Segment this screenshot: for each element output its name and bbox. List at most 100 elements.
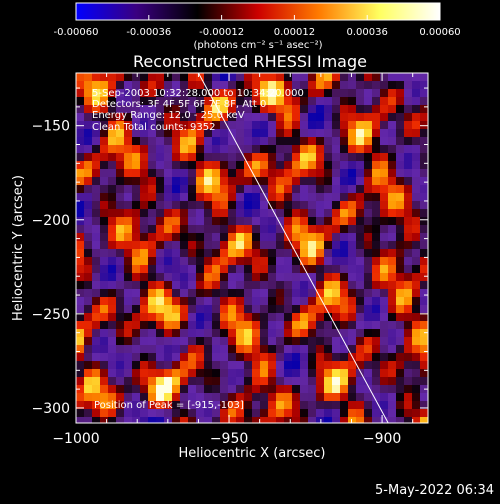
heatmap-pixel bbox=[324, 353, 332, 361]
heatmap-pixel bbox=[204, 89, 212, 97]
heatmap-pixel bbox=[364, 401, 372, 409]
heatmap-pixel bbox=[412, 273, 420, 281]
heatmap-pixel bbox=[372, 129, 380, 137]
heatmap-pixel bbox=[84, 401, 92, 409]
heatmap-pixel bbox=[308, 321, 316, 329]
heatmap-pixel bbox=[372, 281, 380, 289]
heatmap-pixel bbox=[84, 121, 92, 129]
heatmap-pixel bbox=[148, 417, 156, 423]
heatmap-pixel bbox=[84, 337, 92, 345]
heatmap-pixel bbox=[156, 361, 164, 369]
heatmap-pixel bbox=[76, 241, 84, 249]
heatmap-pixel bbox=[252, 353, 260, 361]
heatmap-pixel bbox=[140, 185, 148, 193]
heatmap-pixel bbox=[404, 89, 412, 97]
heatmap-pixel bbox=[420, 305, 428, 313]
heatmap-pixel bbox=[396, 185, 404, 193]
heatmap-pixel bbox=[324, 281, 332, 289]
heatmap-pixel bbox=[404, 417, 412, 423]
heatmap-pixel bbox=[188, 169, 196, 177]
heatmap-pixel bbox=[316, 337, 324, 345]
heatmap-pixel bbox=[396, 409, 404, 417]
heatmap-pixel bbox=[140, 209, 148, 217]
heatmap-pixel bbox=[188, 417, 196, 423]
heatmap-pixel bbox=[220, 233, 228, 241]
heatmap-pixel bbox=[284, 225, 292, 233]
heatmap-pixel bbox=[420, 321, 428, 329]
heatmap-pixel bbox=[220, 185, 228, 193]
heatmap-pixel bbox=[188, 289, 196, 297]
heatmap-pixel bbox=[148, 73, 156, 81]
heatmap-pixel bbox=[140, 249, 148, 257]
heatmap-pixel bbox=[92, 129, 100, 137]
heatmap-pixel bbox=[236, 241, 244, 249]
heatmap-pixel bbox=[188, 177, 196, 185]
heatmap-pixel bbox=[220, 113, 228, 121]
heatmap-pixel bbox=[348, 409, 356, 417]
heatmap-pixel bbox=[260, 345, 268, 353]
heatmap-pixel bbox=[236, 257, 244, 265]
heatmap-pixel bbox=[260, 81, 268, 89]
heatmap-pixel bbox=[180, 153, 188, 161]
heatmap-pixel bbox=[244, 145, 252, 153]
heatmap-pixel bbox=[84, 249, 92, 257]
heatmap-pixel bbox=[308, 105, 316, 113]
heatmap-pixel bbox=[172, 321, 180, 329]
heatmap-pixel bbox=[300, 145, 308, 153]
heatmap-pixel bbox=[276, 169, 284, 177]
heatmap-pixel bbox=[172, 297, 180, 305]
heatmap-pixel bbox=[212, 369, 220, 377]
heatmap-pixel bbox=[196, 409, 204, 417]
heatmap-pixel bbox=[172, 97, 180, 105]
heatmap-pixel bbox=[412, 401, 420, 409]
heatmap-pixel bbox=[316, 329, 324, 337]
heatmap-pixel bbox=[332, 417, 340, 423]
heatmap-pixel bbox=[316, 153, 324, 161]
heatmap-pixel bbox=[276, 113, 284, 121]
heatmap-pixel bbox=[324, 145, 332, 153]
heatmap-pixel bbox=[300, 257, 308, 265]
heatmap-pixel bbox=[140, 361, 148, 369]
heatmap-pixel bbox=[404, 121, 412, 129]
heatmap-pixel bbox=[204, 137, 212, 145]
heatmap-pixel bbox=[284, 401, 292, 409]
heatmap-pixel bbox=[172, 121, 180, 129]
heatmap-pixel bbox=[332, 345, 340, 353]
heatmap-pixel bbox=[268, 161, 276, 169]
heatmap-pixel bbox=[124, 393, 132, 401]
heatmap-pixel bbox=[100, 97, 108, 105]
heatmap-pixel bbox=[284, 273, 292, 281]
heatmap-pixel bbox=[388, 257, 396, 265]
heatmap-pixel bbox=[228, 129, 236, 137]
heatmap-pixel bbox=[140, 217, 148, 225]
heatmap-pixel bbox=[220, 121, 228, 129]
heatmap-pixel bbox=[300, 417, 308, 423]
heatmap-pixel bbox=[92, 289, 100, 297]
heatmap-pixel bbox=[132, 129, 140, 137]
heatmap-pixel bbox=[252, 113, 260, 121]
heatmap-pixel bbox=[340, 345, 348, 353]
heatmap-pixel bbox=[172, 265, 180, 273]
heatmap-pixel bbox=[228, 185, 236, 193]
heatmap-pixel bbox=[268, 377, 276, 385]
heatmap-pixel bbox=[268, 209, 276, 217]
heatmap-pixel bbox=[356, 97, 364, 105]
heatmap-pixel bbox=[260, 153, 268, 161]
heatmap-pixel bbox=[420, 137, 428, 145]
heatmap-pixel bbox=[148, 201, 156, 209]
heatmap-pixel bbox=[140, 409, 148, 417]
heatmap-pixel bbox=[92, 353, 100, 361]
heatmap-pixel bbox=[212, 417, 220, 423]
heatmap-pixel bbox=[188, 185, 196, 193]
heatmap-pixel bbox=[220, 129, 228, 137]
heatmap-pixel bbox=[364, 201, 372, 209]
heatmap-pixel bbox=[124, 377, 132, 385]
heatmap-pixel bbox=[380, 81, 388, 89]
heatmap-pixel bbox=[268, 337, 276, 345]
heatmap-pixel bbox=[76, 313, 84, 321]
heatmap-pixel bbox=[372, 177, 380, 185]
heatmap-pixel bbox=[372, 401, 380, 409]
heatmap-pixel bbox=[172, 145, 180, 153]
heatmap-pixel bbox=[324, 321, 332, 329]
heatmap-pixel bbox=[324, 377, 332, 385]
